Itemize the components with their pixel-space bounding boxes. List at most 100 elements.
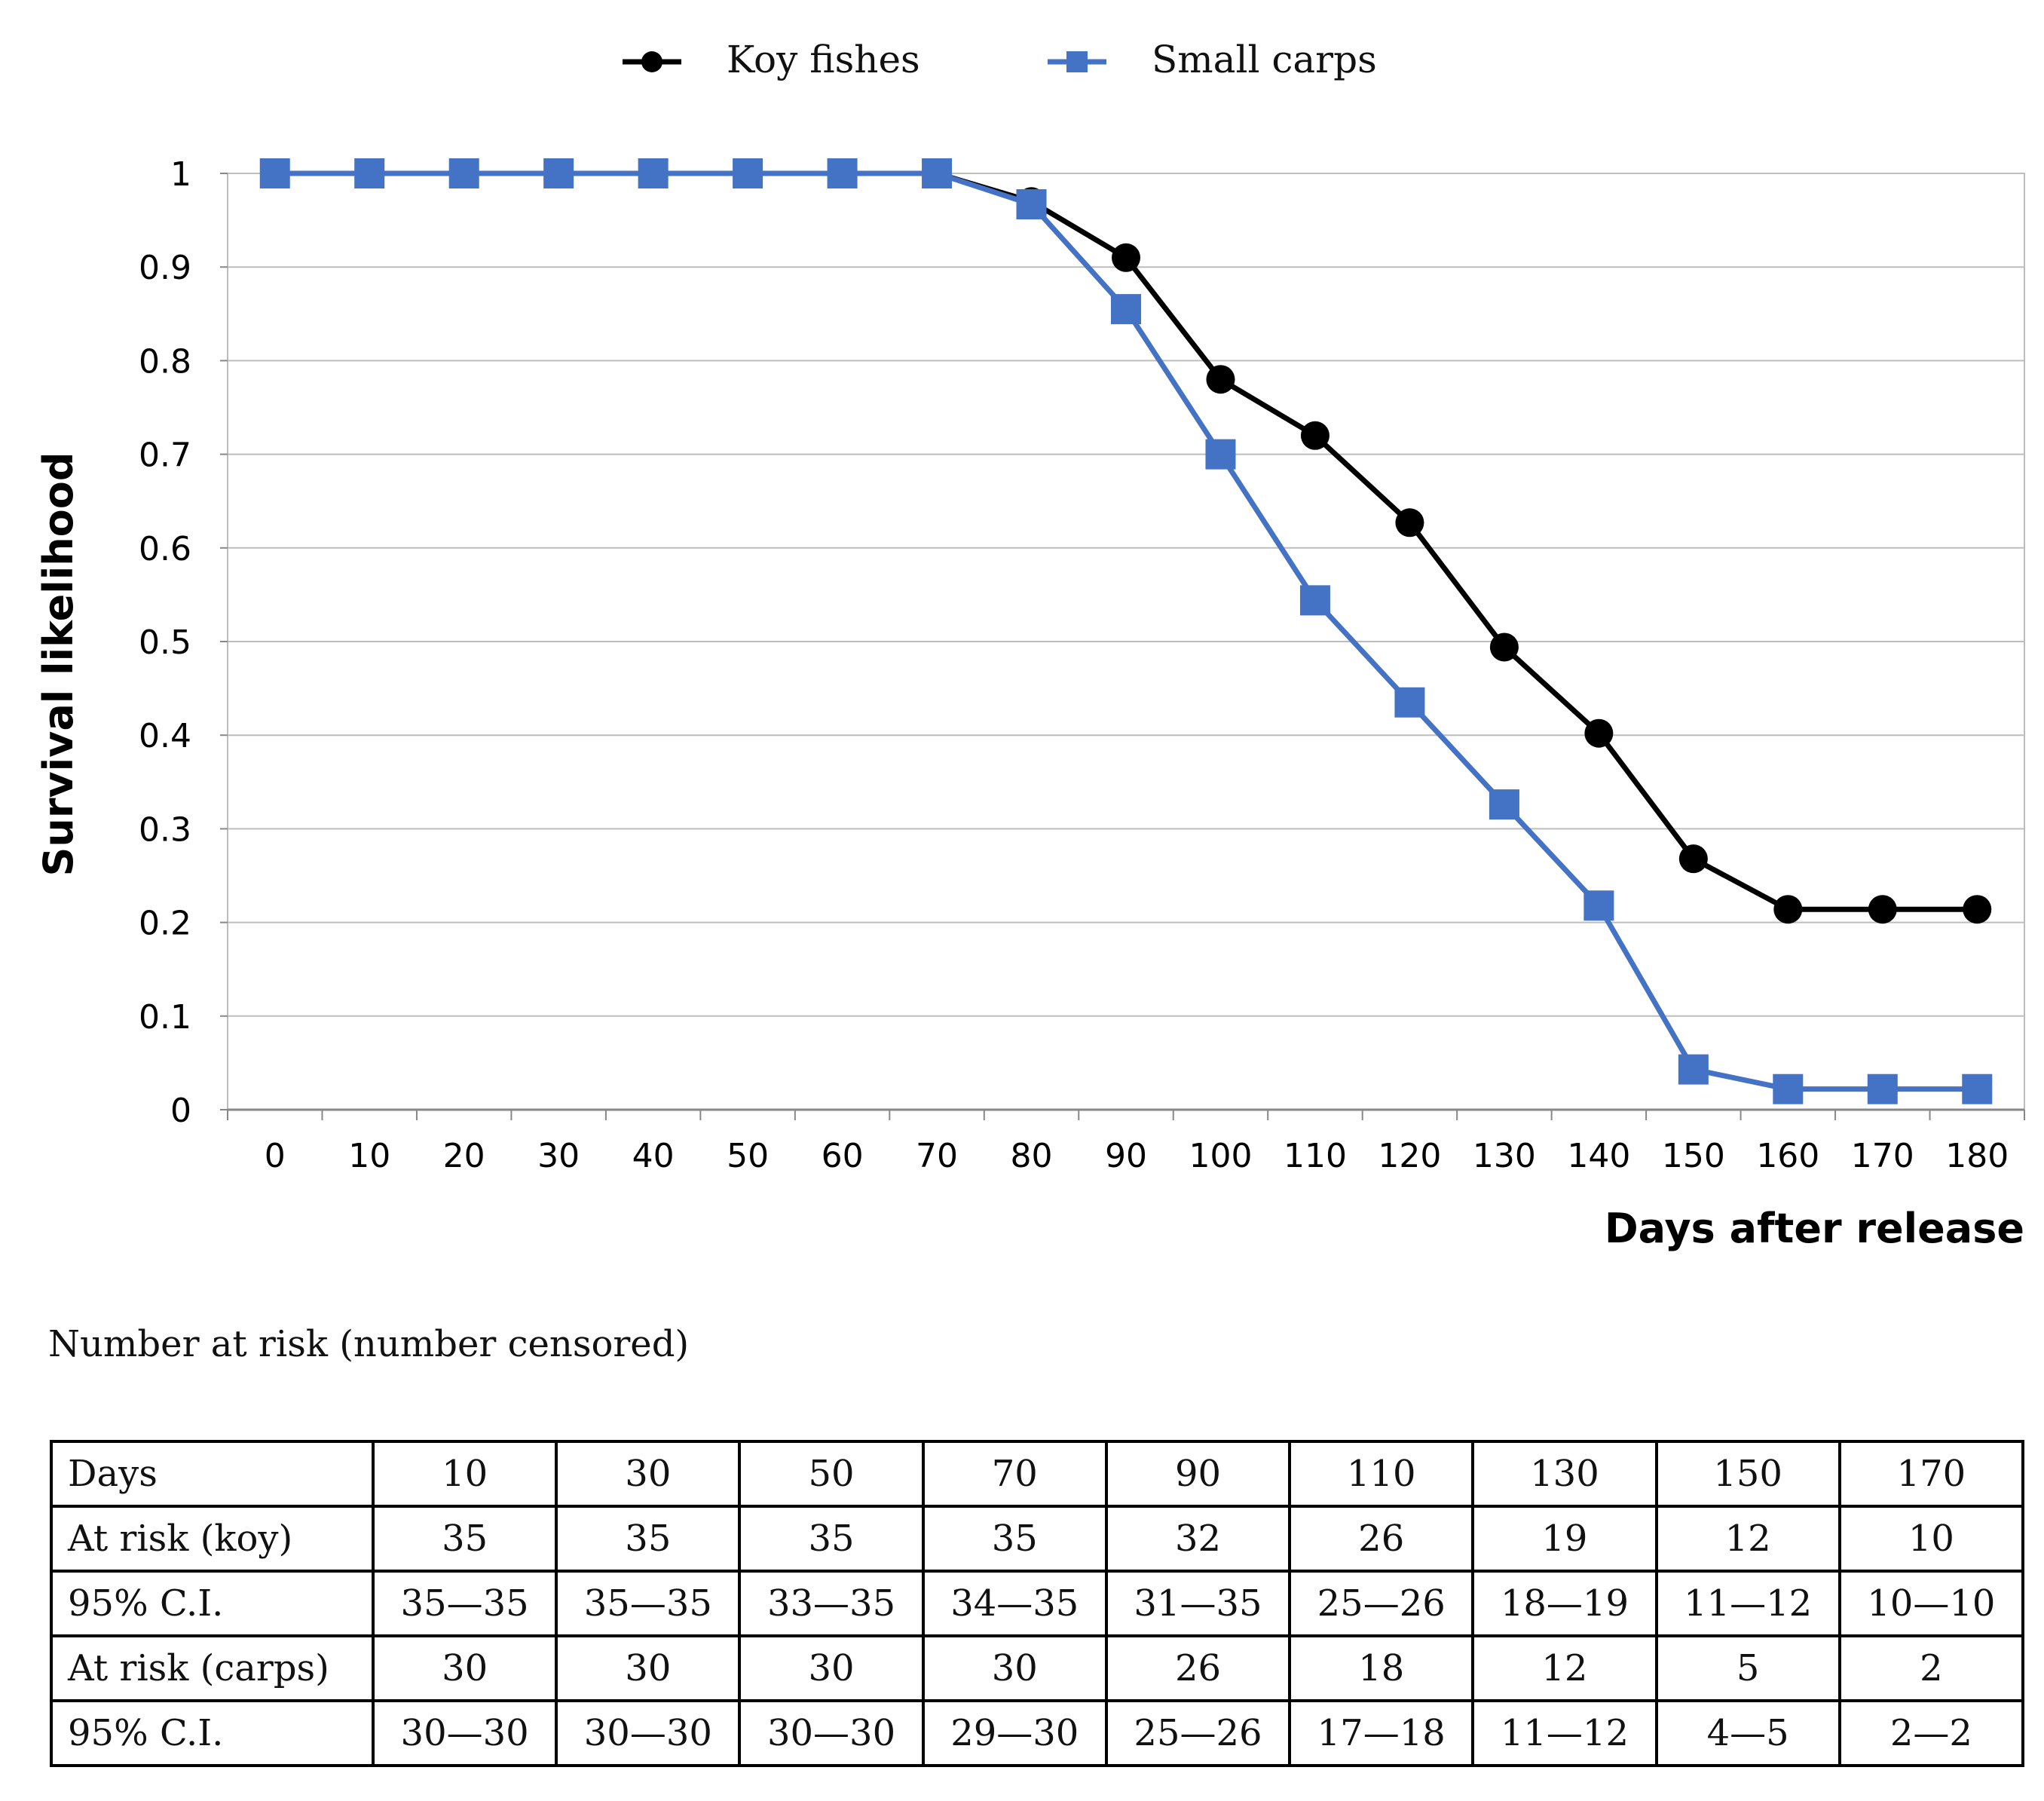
data-point — [1016, 188, 1047, 219]
data-point — [1300, 421, 1330, 450]
table-cell: 26 — [1288, 1505, 1475, 1573]
table-cell: 90 — [1104, 1440, 1292, 1508]
data-point — [1206, 365, 1235, 394]
table-cell: 30 — [555, 1634, 742, 1702]
series-line — [274, 170, 1978, 912]
x-tick-label: 0 — [265, 1137, 286, 1175]
y-tick-label: 0.4 — [139, 717, 191, 755]
y-tick-label: 0.2 — [139, 905, 191, 943]
data-point — [1584, 718, 1614, 748]
data-point — [1394, 687, 1425, 718]
x-tick-label: 140 — [1567, 1137, 1630, 1175]
data-point — [733, 158, 763, 188]
table-cell: 35 — [738, 1505, 925, 1573]
table-row-label: 95% C.I. — [50, 1699, 375, 1767]
table-cell: 30 — [371, 1634, 558, 1702]
data-point — [543, 158, 574, 188]
y-tick-label: 0.3 — [139, 810, 191, 849]
x-tick-label: 70 — [916, 1137, 958, 1175]
table-cell: 31—35 — [1104, 1570, 1292, 1637]
y-tick-label: 0.6 — [139, 530, 191, 568]
data-point — [1112, 243, 1140, 272]
legend-item: Small carps — [1048, 38, 1377, 81]
table-cell: 35—35 — [555, 1570, 742, 1637]
legend-label: Small carps — [1152, 38, 1377, 81]
table-cell: 30 — [921, 1634, 1108, 1702]
x-tick-label: 120 — [1378, 1137, 1441, 1175]
survival-chart: 00.10.20.30.40.50.60.70.80.910 10 20 30 40 50… — [35, 38, 2025, 1252]
table-cell: 18 — [1288, 1634, 1475, 1702]
table-row: 95% C.I. 35—35 35—35 33—35 34—35 31—35 25—26 18… — [50, 1570, 2025, 1637]
y-tick-label: 0.1 — [139, 998, 191, 1037]
data-point — [1583, 890, 1614, 921]
x-tick-label: 100 — [1189, 1137, 1252, 1175]
y-tick-label: 0.9 — [139, 249, 191, 287]
table-cell: 35 — [555, 1505, 742, 1573]
legend-marker — [641, 51, 662, 72]
table-cell: 35—35 — [371, 1570, 558, 1637]
table-cell: 11—12 — [1471, 1699, 1658, 1767]
table-cell: 33—35 — [738, 1570, 925, 1637]
legend-item: Koy fishes — [623, 38, 920, 81]
table-row-label: Days — [50, 1440, 375, 1508]
data-point — [1678, 1054, 1709, 1085]
y-tick-label: 0.5 — [139, 623, 191, 662]
y-tick-label: 0 — [170, 1092, 191, 1130]
series-small-carps — [259, 158, 1993, 1104]
table-row: At risk (carps) 30 30 30 30 26 18 12 5 2 — [50, 1634, 2025, 1702]
table-cell: 30 — [555, 1440, 742, 1508]
table-cell: 34—35 — [921, 1570, 1108, 1637]
y-axis-title: Survival likelihood — [35, 452, 82, 876]
data-point — [638, 158, 669, 188]
x-tick-label: 90 — [1105, 1137, 1147, 1175]
table-row: At risk (koy) 35 35 35 35 32 26 19 12 10 — [50, 1505, 2025, 1573]
table-cell: 30 — [738, 1634, 925, 1702]
data-point — [1489, 632, 1519, 662]
data-point — [1205, 439, 1236, 470]
table-cell: 2—2 — [1837, 1699, 2025, 1767]
risk-table-title: Number at risk (number censored) — [48, 1323, 690, 1365]
x-tick-label: 30 — [537, 1137, 580, 1175]
data-point — [448, 158, 479, 188]
table-cell: 35 — [921, 1505, 1108, 1573]
table-cell: 32 — [1104, 1505, 1292, 1573]
x-tick-label: 160 — [1756, 1137, 1819, 1175]
table-row-label: At risk (koy) — [50, 1505, 375, 1573]
table-cell: 30—30 — [371, 1699, 558, 1767]
table-cell: 12 — [1471, 1634, 1658, 1702]
y-tick-label: 1 — [170, 155, 191, 194]
table-cell: 26 — [1104, 1634, 1292, 1702]
table-cell: 29—30 — [921, 1699, 1108, 1767]
data-point — [1773, 895, 1803, 924]
y-tick-label: 0.8 — [139, 342, 191, 381]
data-point — [354, 158, 385, 188]
data-point — [1962, 1074, 1993, 1104]
table-cell: 25—26 — [1104, 1699, 1292, 1767]
data-point — [1963, 895, 1992, 924]
table-cell: 17—18 — [1288, 1699, 1475, 1767]
x-tick-label: 10 — [348, 1137, 390, 1175]
data-point — [259, 158, 290, 188]
table-cell: 19 — [1471, 1505, 1658, 1573]
table-cell: 35 — [371, 1505, 558, 1573]
table-row: Days 10 30 50 70 90 110 130 150 170 — [50, 1440, 2025, 1508]
table-cell: 18—19 — [1471, 1570, 1658, 1637]
x-tick-label: 170 — [1851, 1137, 1914, 1175]
table-cell: 150 — [1654, 1440, 1841, 1508]
data-point — [1678, 844, 1708, 874]
legend-marker — [1066, 51, 1088, 72]
data-point — [922, 158, 953, 188]
data-point — [1489, 789, 1519, 820]
table-cell: 10—10 — [1837, 1570, 2025, 1637]
table-cell: 5 — [1654, 1634, 1841, 1702]
x-tick-label: 20 — [443, 1137, 485, 1175]
table-cell: 130 — [1471, 1440, 1658, 1508]
table-row-label: 95% C.I. — [50, 1570, 375, 1637]
table-cell: 12 — [1654, 1505, 1841, 1573]
x-tick-label: 180 — [1945, 1137, 2009, 1175]
data-point — [1773, 1074, 1804, 1104]
table-cell: 110 — [1288, 1440, 1475, 1508]
table-cell: 70 — [921, 1440, 1108, 1508]
data-point — [1111, 294, 1141, 325]
series-koy-fishes — [260, 159, 1992, 924]
